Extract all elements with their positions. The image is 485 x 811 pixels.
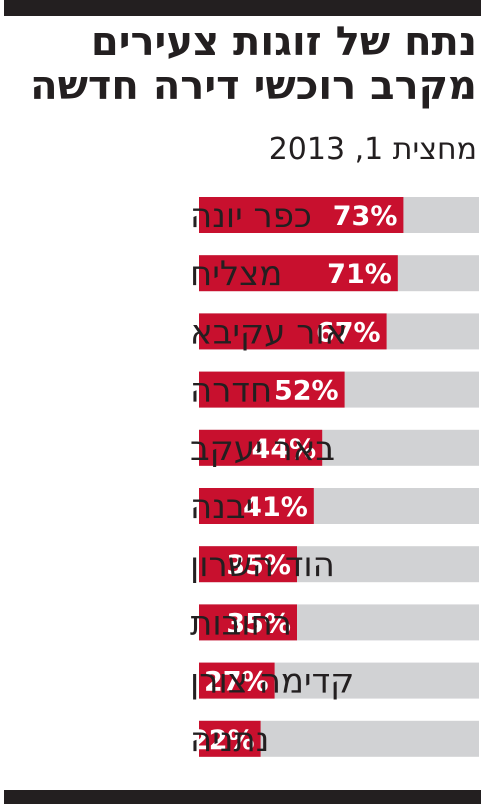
category-label: חדרה <box>190 371 272 411</box>
value-label: 35% <box>226 550 291 581</box>
value-label: 44% <box>252 434 317 465</box>
bar <box>199 546 297 583</box>
category-label: יבנה <box>190 487 253 527</box>
category-label: מצליח <box>190 254 282 294</box>
bar <box>199 662 275 699</box>
category-label: רחובות <box>190 603 292 643</box>
value-label: 67% <box>316 317 381 348</box>
value-label: 22% <box>190 725 255 756</box>
bar <box>199 371 345 408</box>
bar <box>199 313 387 350</box>
value-label: 71% <box>327 259 392 290</box>
value-label: 73% <box>333 201 398 232</box>
top-rule <box>4 0 481 16</box>
chart-subtitle: מחצית 1, 2013 <box>268 132 477 167</box>
category-label: אור עקיבא <box>190 312 347 352</box>
category-label: הוד השרון <box>190 545 335 585</box>
value-label: 52% <box>274 376 339 407</box>
bar <box>199 255 398 292</box>
bar <box>199 197 404 233</box>
value-label: 27% <box>204 667 269 698</box>
bar <box>199 720 261 757</box>
chart-title: נתח של זוגות צעירים מקרב רוכשי דירה חדשה <box>30 19 477 109</box>
value-label: 41% <box>243 492 308 523</box>
value-label: 35% <box>226 608 291 639</box>
category-label: כפר יונה <box>190 196 312 236</box>
bottom-rule <box>4 790 481 804</box>
bar <box>199 488 314 524</box>
bar <box>199 604 297 641</box>
category-label: באר יעקב <box>190 429 335 469</box>
category-label: נתניה <box>190 720 269 760</box>
bar <box>199 429 323 466</box>
category-label: קדימה צורן <box>190 662 354 702</box>
